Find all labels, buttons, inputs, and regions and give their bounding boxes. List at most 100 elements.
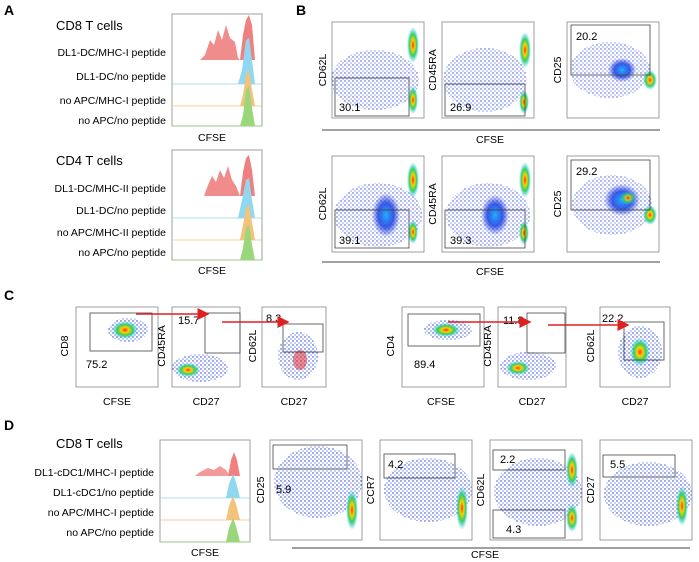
panel-b-cd4-xlabel: CFSE	[476, 266, 504, 278]
panel-c-cd4-gate3	[623, 321, 665, 361]
panel-b-cd4-cd25-ylabel: CD25	[552, 190, 564, 217]
panel-d-title: CD8 T cells	[56, 436, 123, 451]
panel-d-row-4: no APC/no peptide	[66, 527, 154, 539]
panel-a-cd4-hist-orange	[240, 205, 255, 240]
panel-c-cd4-ylabel3: CD62L	[585, 329, 597, 362]
panel-label-c: C	[4, 287, 14, 303]
panel-d-cd25-gate	[272, 444, 348, 470]
panel-c-cd8-gate2	[204, 312, 241, 354]
panel-a-cd4-row-2: DL1-DC/no peptide	[76, 205, 166, 217]
panel-c-cd8-ylabel2: CD45RA	[156, 325, 168, 366]
panel-c-cd4-xlabel2: CD27	[519, 396, 546, 408]
panel-c-cd8-gate3-value: 8.3	[266, 313, 281, 325]
panel-b-cd8-cd25-gate	[570, 24, 651, 76]
panel-c-cd8-gate1-value: 75.2	[86, 359, 107, 371]
panel-c-cd8: 75.2 CD8 CFSE 15.7 CD45RA CD27 8.3 CD62L…	[59, 306, 327, 408]
panel-d-cd27-gate	[602, 454, 676, 478]
panel-b-cd4-cd62l-ylabel: CD62L	[317, 187, 329, 220]
panel-d-row-3: no APC/MHC-I peptide	[48, 507, 154, 519]
panel-c-cd8-xlabel1: CFSE	[103, 396, 131, 408]
panel-d-cd27-value: 5.5	[610, 459, 625, 471]
panel-c-cd4-gate1-value: 89.4	[414, 359, 435, 371]
panel-b-cd4-cd62l-value: 39.1	[339, 235, 360, 247]
panel-a-cd8-hist-green	[240, 86, 255, 126]
panel-d-hist-red-peak	[228, 452, 240, 476]
panel-d-cd62l-lo-value: 4.3	[506, 524, 521, 536]
panel-c-cd8-ylabel3: CD62L	[247, 329, 259, 362]
panel-c-cd8-gate3	[282, 323, 324, 353]
panel-d-ccr7-value: 4.2	[388, 459, 403, 471]
panel-b-cd8-cd62l-ylabel: CD62L	[317, 53, 329, 86]
panel-d-row-2: DL1-cDC1/no peptide	[53, 487, 154, 499]
panel-a-cd4-title: CD4 T cells	[56, 153, 123, 168]
panel-d-cd25-value: 5.9	[276, 484, 291, 496]
panel-a-cd8-title: CD8 T cells	[56, 18, 123, 33]
panel-d-dotplots: 5.9 CD25 4.2 CCR7 2.2 4.3 CD62L 5.5 CD27…	[255, 439, 693, 561]
panel-c-cd4-gate2-value: 11.8	[503, 315, 524, 327]
panel-b-cd8-cd45ra-value: 26.9	[450, 102, 471, 114]
panel-d-hist-green	[226, 518, 240, 542]
panel-label-a: A	[4, 2, 14, 18]
panel-c-cd4-gate3-value: 22.2	[602, 313, 623, 325]
panel-b-cd4-cd45ra-gate	[444, 209, 526, 249]
panel-c-cd8-gate2-value: 15.7	[178, 315, 199, 327]
panel-d-hist-xlabel: CFSE	[191, 547, 219, 559]
panel-a-cd4-row-1: DL1-DC/MHC-II peptide	[55, 183, 167, 195]
panel-b-cd8-cd25-ylabel: CD25	[552, 56, 564, 83]
panel-a-cd4-xlabel: CFSE	[198, 265, 226, 277]
panel-c-cd4: 89.4 CD4 CFSE 11.8 CD45RA CD27 22.2 CD62…	[385, 306, 671, 408]
panel-d-hist: CD8 T cells DL1-cDC1/MHC-I peptide DL1-c…	[34, 436, 251, 559]
panel-a-cd8-row-3: no APC/MHC-I peptide	[60, 95, 166, 107]
panel-c-cd4-xlabel1: CFSE	[427, 396, 455, 408]
panel-a-cd4-hist-cyan	[238, 178, 255, 218]
panel-d-cd62l-hi-gate	[492, 449, 566, 471]
panel-b-cd8-cd62l-gate	[334, 77, 410, 117]
panel-b-cd8-cd25-value: 20.2	[576, 31, 597, 43]
panel-d-cd62l-lo-gate	[492, 509, 566, 539]
panel-b-cd8-cd62l-value: 30.1	[339, 102, 360, 114]
panel-c-cd8-ylabel: CD8	[59, 335, 71, 356]
panel-d-hist-orange	[226, 496, 240, 520]
panel-a-cd8-xlabel: CFSE	[198, 132, 226, 144]
panel-b-cd4-cd45ra-value: 39.3	[450, 235, 471, 247]
panel-d-cd62l-hi-value: 2.2	[500, 454, 515, 466]
panel-c-cd4-ylabel: CD4	[385, 335, 397, 356]
panel-d-cd27-ylabel: CD27	[585, 476, 597, 503]
panel-a-cd8-hist-red-peak	[240, 15, 255, 60]
panel-d-row-1: DL1-cDC1/MHC-I peptide	[34, 467, 154, 479]
panel-b-cd8-cd45ra-ylabel: CD45RA	[427, 49, 439, 90]
panel-b-cd4: 39.1 CD62L 39.3 CD45RA 29.2 CD25 CFSE	[317, 155, 660, 278]
panel-a-cd4-hist-red-peak	[240, 155, 255, 196]
panel-a-cd8: CD8 T cells DL1-DC/MHC-I peptide DL1-DC/…	[56, 13, 263, 144]
panel-b-cd8: 30.1 CD62L 26.9 CD45RA 20.2 CD25 CFSE	[317, 21, 660, 146]
panel-a-cd8-hist-cyan	[238, 38, 255, 84]
panel-a-cd4-row-3: no APC/MHC-II peptide	[57, 227, 166, 239]
panel-b-cd8-cd45ra-gate	[444, 83, 526, 117]
panel-b-cd4-cd45ra-ylabel: CD45RA	[427, 183, 439, 224]
panel-d-ccr7-gate	[383, 453, 456, 479]
panel-c-cd8-gate1	[89, 312, 153, 352]
panel-c-cd4-gate1	[407, 313, 481, 347]
panel-b-cd4-cd25-value: 29.2	[576, 166, 597, 178]
panel-label-b: B	[296, 2, 306, 18]
panel-c-cd8-xlabel2: CD27	[193, 396, 220, 408]
panel-a-cd4-row-4: no APC/no peptide	[78, 247, 166, 259]
panel-a-cd8-row-2: DL1-DC/no peptide	[76, 71, 166, 83]
panel-b-cd4-cd62l-gate	[334, 209, 410, 249]
panel-d-hist-red	[195, 466, 230, 476]
panel-b-cd8-xlabel: CFSE	[476, 134, 504, 146]
panel-a-cd4-hist-green	[240, 225, 255, 260]
panel-d-cd25-ylabel: CD25	[255, 476, 267, 503]
panel-a-cd8-row-4: no APC/no peptide	[78, 115, 166, 127]
panel-a-cd8-hist-red	[200, 25, 240, 60]
panel-c-cd8-xlabel3: CD27	[281, 396, 308, 408]
panel-d-xlabel: CFSE	[471, 549, 499, 561]
panel-b-cd4-cd25-gate	[570, 159, 651, 211]
panel-d-ccr7-ylabel: CCR7	[365, 476, 377, 505]
panel-d-cd62l-ylabel: CD62L	[475, 473, 487, 506]
panel-a-cd4-hist-red	[204, 166, 240, 196]
panel-d-hist-cyan	[226, 474, 240, 498]
panel-a-cd8-row-1: DL1-DC/MHC-I peptide	[57, 47, 166, 59]
panel-c-cd4-xlabel3: CD27	[622, 396, 649, 408]
